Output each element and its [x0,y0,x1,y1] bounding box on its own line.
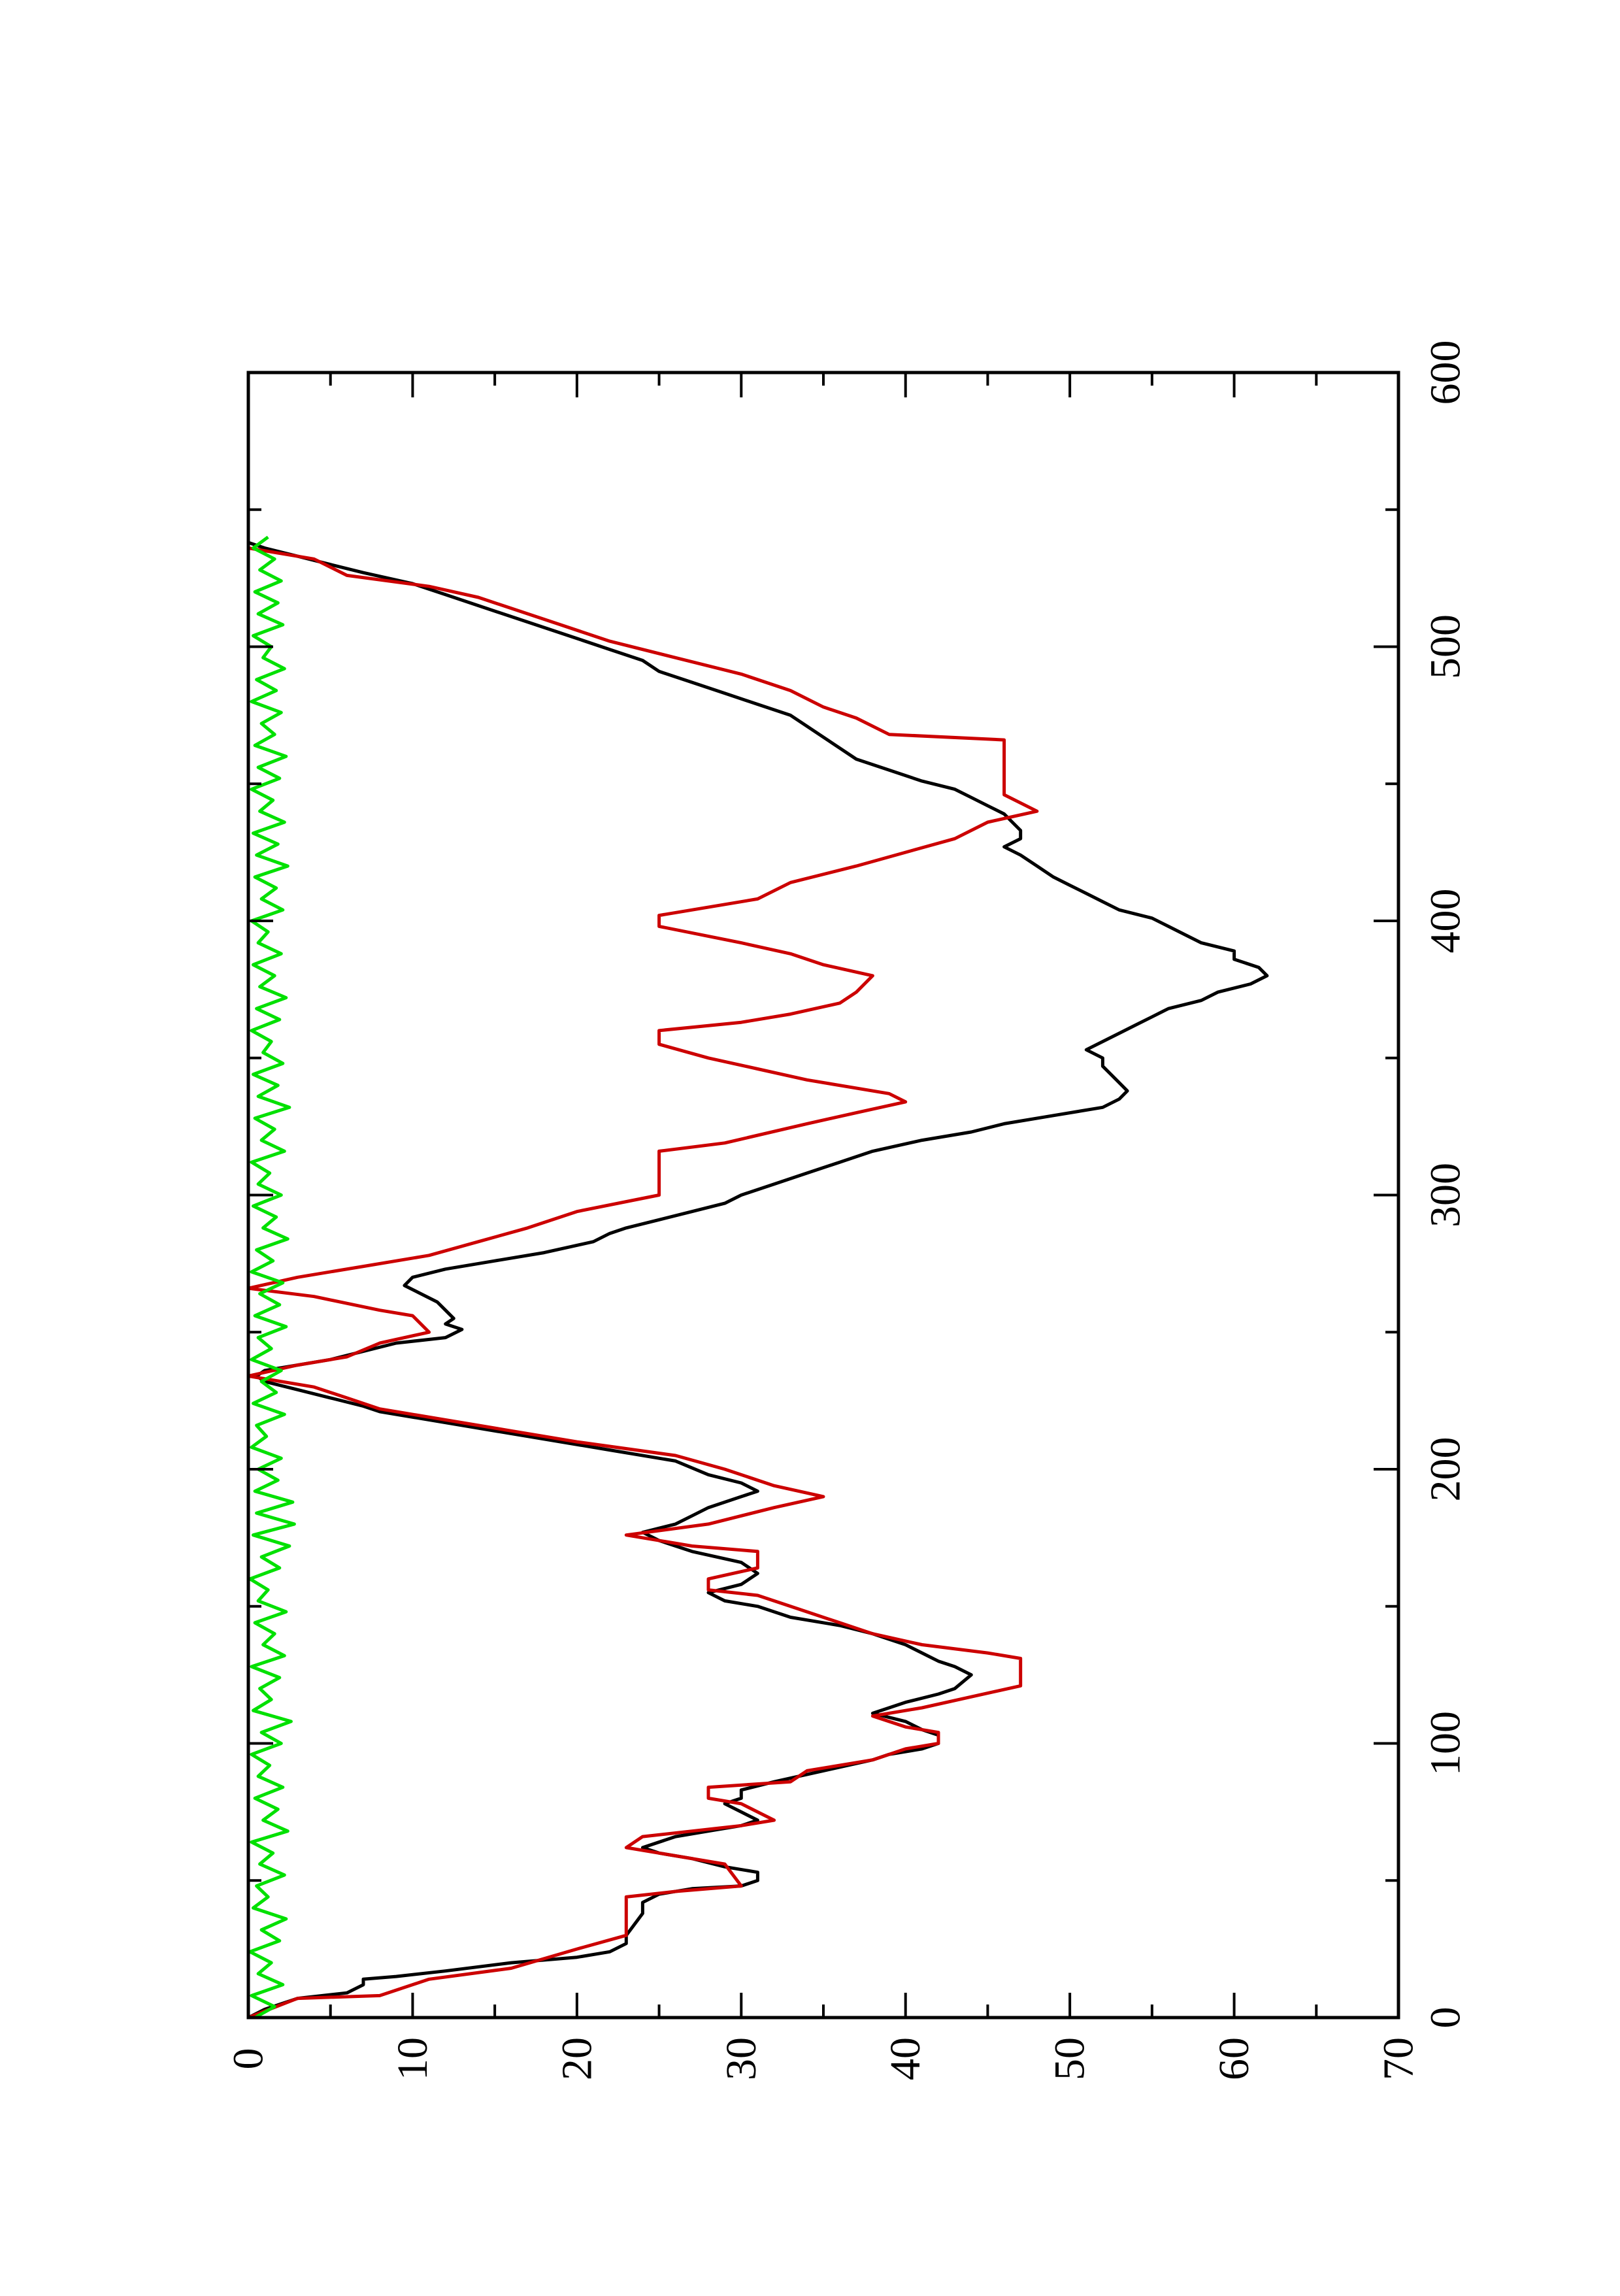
y-tick-label: 50 [1046,2037,1094,2080]
x-tick-label: 0 [1422,2007,1470,2029]
x-tick-label: 300 [1422,1163,1470,1227]
x-tick-label: 500 [1422,614,1470,679]
tick-layer [247,371,1400,2019]
x-tick-label: 200 [1422,1437,1470,1502]
series-line-1 [247,541,1269,2020]
x-tick-label: 600 [1422,341,1470,405]
label-layer: 0 100 200 300 400 500 600 0 10 20 30 40 50 60 70 [225,341,1470,2081]
y-tick-label: 30 [718,2037,765,2080]
y-tick-label: 10 [389,2037,437,2080]
y-tick-label: 0 [225,2048,273,2070]
x-tick-label: 100 [1422,1711,1470,1776]
series-line-3 [248,535,296,2020]
y-tick-label: 40 [882,2037,929,2080]
y-tick-label: 60 [1210,2037,1258,2080]
y-tick-label: 70 [1375,2037,1423,2080]
y-tick-label: 20 [553,2037,601,2080]
series-line-2 [246,546,1039,2020]
series-layer [246,535,1269,2020]
x-tick-label: 400 [1422,889,1470,954]
